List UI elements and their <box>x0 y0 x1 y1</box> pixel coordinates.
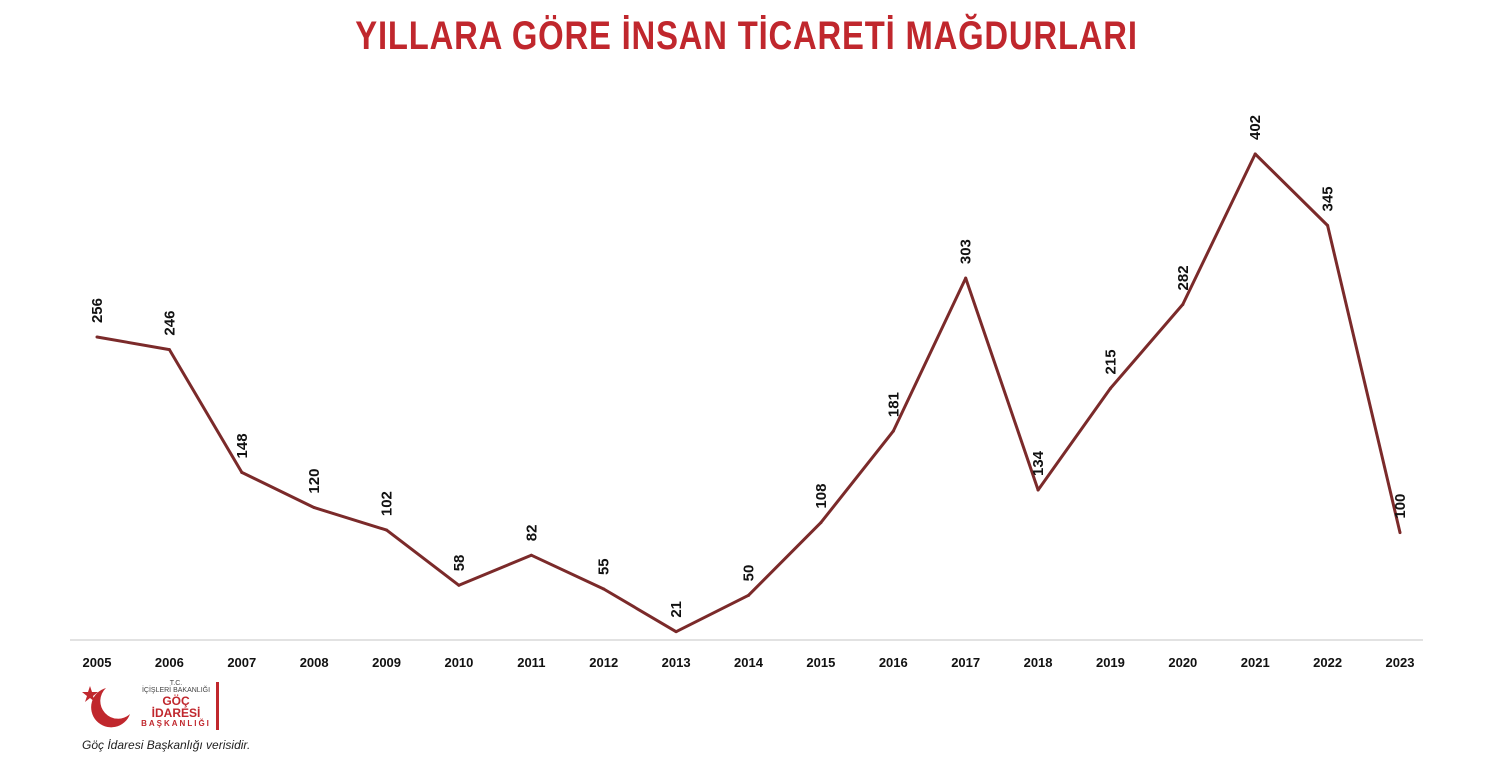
data-label: 282 <box>1175 265 1192 290</box>
chart-title: YILLARA GÖRE İNSAN TİCARETİ MAĞDURLARI <box>355 14 1138 58</box>
data-label: 55 <box>596 558 613 575</box>
data-label: 21 <box>668 601 685 618</box>
data-point <box>1398 531 1402 535</box>
data-point <box>747 593 750 597</box>
data-point <box>1181 302 1185 306</box>
x-tick-label: 2020 <box>1168 655 1197 670</box>
x-tick-label: 2013 <box>662 655 691 670</box>
data-point <box>1036 488 1040 492</box>
data-point <box>1253 152 1257 156</box>
data-label: 215 <box>1102 349 1119 374</box>
crescent-star-logo-icon <box>82 686 130 728</box>
x-tick-label: 2022 <box>1313 655 1342 670</box>
data-point <box>674 630 678 634</box>
data-label: 82 <box>523 525 540 542</box>
logo-tc-text: T.C. <box>169 680 183 687</box>
data-point <box>385 528 389 532</box>
data-label: 108 <box>813 484 830 509</box>
source-note: Göç İdaresi Başkanlığı verisidir. <box>82 738 251 752</box>
data-label: 345 <box>1320 186 1337 211</box>
logo-ministry-text: İÇİŞLERİ BAKANLIĞI <box>141 687 211 695</box>
data-label: 102 <box>379 491 396 516</box>
data-point <box>964 276 968 280</box>
data-point <box>1326 223 1330 227</box>
data-label: 402 <box>1247 115 1264 140</box>
x-tick-label: 2014 <box>734 655 764 670</box>
x-tick-label: 2018 <box>1024 655 1053 670</box>
x-tick-label: 2008 <box>300 655 329 670</box>
chart-marks: 256 2005 246 2006 148 2007 120 2008 102 2009 58 201… <box>83 115 1415 670</box>
data-label: 120 <box>306 469 323 494</box>
data-point <box>891 429 895 433</box>
logo-presidency-text: BAŞKANLIĞI <box>141 718 211 728</box>
data-point <box>1108 386 1112 390</box>
data-label: 256 <box>89 298 106 323</box>
x-tick-label: 2009 <box>372 655 401 670</box>
data-point <box>819 521 823 525</box>
data-label: 246 <box>161 311 178 336</box>
data-point <box>312 506 316 510</box>
goc-idaresi-logo: T.C. İÇİŞLERİ BAKANLIĞI GÖÇ İDARESİ BAŞK… <box>80 680 240 740</box>
data-label: 134 <box>1030 450 1047 476</box>
data-point <box>167 348 171 352</box>
logo-divider <box>216 682 219 730</box>
x-tick-label: 2011 <box>517 655 545 670</box>
x-tick-label: 2007 <box>227 655 256 670</box>
x-tick-label: 2006 <box>155 655 184 670</box>
x-tick-label: 2021 <box>1241 655 1270 670</box>
logo-agency-text: GÖÇ İDARESİ <box>151 693 201 721</box>
data-label: 181 <box>885 392 902 417</box>
x-tick-label: 2019 <box>1096 655 1125 670</box>
series-line <box>96 152 1402 634</box>
data-label: 100 <box>1392 494 1409 519</box>
x-tick-label: 2012 <box>589 655 618 670</box>
data-point <box>457 583 461 587</box>
data-label: 148 <box>234 433 251 458</box>
x-tick-label: 2016 <box>879 655 908 670</box>
data-point <box>240 470 244 474</box>
x-tick-label: 2023 <box>1386 655 1415 670</box>
data-point <box>95 335 99 339</box>
data-label: 58 <box>451 555 468 572</box>
x-tick-label: 2015 <box>806 655 835 670</box>
x-tick-label: 2010 <box>444 655 473 670</box>
data-point <box>602 587 606 591</box>
x-tick-label: 2005 <box>83 655 112 670</box>
data-label: 50 <box>741 565 758 582</box>
data-point <box>529 553 533 557</box>
data-label: 303 <box>958 239 975 264</box>
x-tick-label: 2017 <box>951 655 980 670</box>
